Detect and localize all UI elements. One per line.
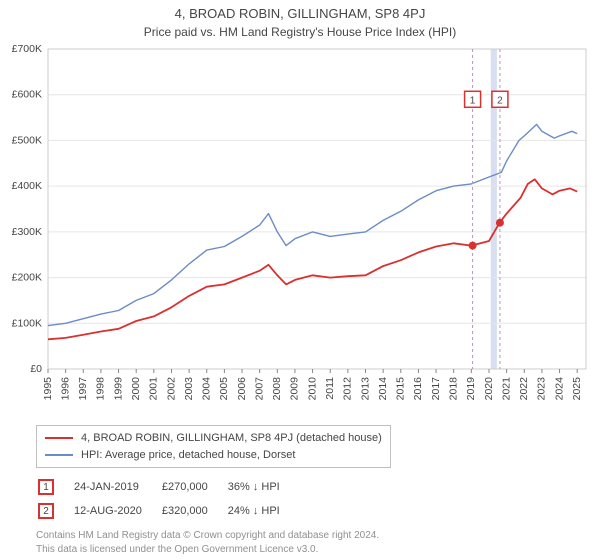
svg-text:2022: 2022	[518, 377, 530, 401]
footer-attribution: Contains HM Land Registry data © Crown c…	[36, 529, 600, 556]
svg-text:2006: 2006	[236, 377, 248, 401]
svg-text:2017: 2017	[430, 377, 442, 401]
svg-text:2015: 2015	[395, 377, 407, 401]
svg-text:£700K: £700K	[12, 43, 42, 55]
page-title: 4, BROAD ROBIN, GILLINGHAM, SP8 4PJ	[0, 0, 600, 21]
svg-text:2025: 2025	[571, 377, 583, 401]
svg-text:1995: 1995	[42, 377, 54, 401]
svg-text:2014: 2014	[377, 377, 389, 401]
footer-line-1: Contains HM Land Registry data © Crown c…	[36, 529, 600, 543]
svg-text:2009: 2009	[289, 377, 301, 401]
svg-text:1997: 1997	[77, 377, 89, 401]
event-row: 2 12-AUG-2020£320,00024% ↓ HPI	[38, 500, 298, 522]
event-date: 12-AUG-2020	[74, 500, 160, 522]
svg-text:£400K: £400K	[12, 180, 42, 192]
event-row: 1 24-JAN-2019£270,00036% ↓ HPI	[38, 476, 298, 498]
event-delta: 24% ↓ HPI	[228, 500, 298, 522]
svg-text:2016: 2016	[412, 377, 424, 401]
event-marker-icon: 2	[38, 503, 54, 519]
footer-line-2: This data is licensed under the Open Gov…	[36, 543, 600, 557]
svg-text:2001: 2001	[148, 377, 160, 401]
svg-text:2002: 2002	[165, 377, 177, 401]
price-chart: £0 £100K £200K £300K £400K £500K £600K £700K 199…	[0, 39, 600, 419]
svg-text:£0: £0	[30, 363, 42, 375]
event-price: £270,000	[162, 476, 226, 498]
svg-text:2004: 2004	[201, 377, 213, 401]
legend-label: HPI: Average price, detached house, Dors…	[81, 447, 295, 464]
svg-text:2024: 2024	[553, 377, 565, 401]
svg-text:1: 1	[470, 95, 476, 106]
legend-swatch	[45, 454, 73, 456]
legend-label: 4, BROAD ROBIN, GILLINGHAM, SP8 4PJ (det…	[81, 430, 382, 447]
event-marker-icon: 1	[38, 479, 54, 495]
svg-text:£100K: £100K	[12, 317, 42, 329]
svg-text:2010: 2010	[306, 377, 318, 401]
svg-text:£500K: £500K	[12, 134, 42, 146]
svg-text:2011: 2011	[324, 377, 336, 400]
legend-entry: 4, BROAD ROBIN, GILLINGHAM, SP8 4PJ (det…	[45, 430, 382, 447]
svg-text:2008: 2008	[271, 377, 283, 401]
svg-text:£300K: £300K	[12, 226, 42, 238]
event-price: £320,000	[162, 500, 226, 522]
svg-text:2020: 2020	[483, 377, 495, 401]
event-delta: 36% ↓ HPI	[228, 476, 298, 498]
svg-text:2000: 2000	[130, 377, 142, 401]
legend-entry: HPI: Average price, detached house, Dors…	[45, 447, 382, 464]
events-table: 1 24-JAN-2019£270,00036% ↓ HPI 2 12-AUG-202…	[36, 474, 300, 524]
svg-text:1999: 1999	[112, 377, 124, 401]
svg-text:2013: 2013	[359, 377, 371, 401]
svg-text:£600K: £600K	[12, 89, 42, 101]
svg-text:2012: 2012	[342, 377, 354, 401]
svg-text:2007: 2007	[253, 377, 265, 401]
legend-swatch	[45, 437, 73, 439]
chart-legend: 4, BROAD ROBIN, GILLINGHAM, SP8 4PJ (det…	[36, 425, 391, 468]
svg-text:2023: 2023	[536, 377, 548, 401]
svg-text:2018: 2018	[447, 377, 459, 401]
svg-text:2: 2	[497, 95, 503, 106]
svg-text:2019: 2019	[465, 377, 477, 401]
svg-text:2003: 2003	[183, 377, 195, 401]
page-subtitle: Price paid vs. HM Land Registry's House …	[0, 21, 600, 39]
event-date: 24-JAN-2019	[74, 476, 160, 498]
svg-text:£200K: £200K	[12, 272, 42, 284]
svg-text:2005: 2005	[218, 377, 230, 401]
svg-text:1996: 1996	[59, 377, 71, 401]
svg-text:1998: 1998	[95, 377, 107, 401]
svg-text:2021: 2021	[500, 377, 512, 401]
